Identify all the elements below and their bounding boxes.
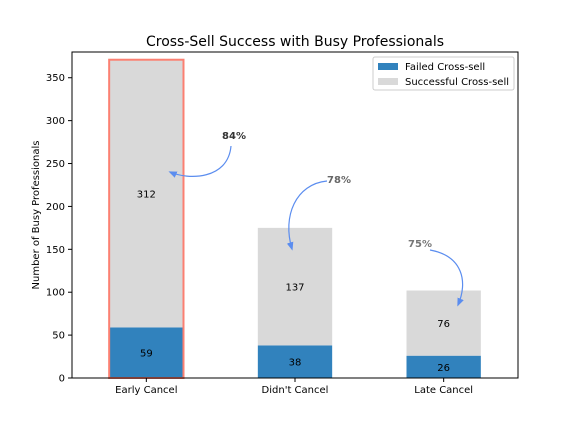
legend-label-1: Successful Cross-sell xyxy=(405,77,509,88)
y-tick-label: 0 xyxy=(59,374,65,385)
percent-annotation-2: 75% xyxy=(408,239,432,250)
y-tick-label: 150 xyxy=(46,245,65,256)
y-tick-label: 250 xyxy=(46,159,65,170)
x-tick-label-2: Late Cancel xyxy=(414,385,473,396)
x-tick-label-0: Early Cancel xyxy=(115,385,177,396)
bar-successful-0 xyxy=(109,59,184,328)
x-tick-label-1: Didn't Cancel xyxy=(262,385,329,396)
bar-successful-1 xyxy=(257,227,333,346)
bar-failed-0 xyxy=(109,327,184,378)
y-tick-label: 300 xyxy=(46,116,65,127)
legend: Failed Cross-sell Successful Cross-sell xyxy=(372,56,515,91)
data-label-failed-2: 26 xyxy=(437,363,450,374)
y-tick-label: 200 xyxy=(46,202,65,213)
annotation-arrow-1 xyxy=(286,180,328,251)
y-tick-label: 350 xyxy=(46,73,65,84)
y-tick-label: 100 xyxy=(46,288,65,299)
annotation-arrow-0 xyxy=(168,145,232,178)
plot-area: 59 312 38 137 26 76 0 50 100 150 200 250 300 350 Early… xyxy=(46,51,519,396)
data-label-failed-1: 38 xyxy=(289,358,302,369)
legend-swatch-1 xyxy=(378,78,398,85)
chart-title: Cross-Sell Success with Busy Professiona… xyxy=(146,34,444,50)
bar-failed-2 xyxy=(406,355,481,378)
bar-failed-1 xyxy=(257,345,333,378)
y-tick-label: 50 xyxy=(52,331,65,342)
annotation-layer: 84% 78% 75% xyxy=(168,131,464,307)
data-label-successful-1: 137 xyxy=(285,283,304,294)
data-label-successful-0: 312 xyxy=(137,190,156,201)
percent-annotation-0: 84% xyxy=(222,131,246,142)
y-axis-label: Number of Busy Professionals xyxy=(31,141,42,290)
percent-annotation-1: 78% xyxy=(327,175,351,186)
legend-label-0: Failed Cross-sell xyxy=(405,62,485,73)
legend-box xyxy=(372,56,515,91)
legend-swatch-0 xyxy=(378,63,398,70)
data-label-failed-0: 59 xyxy=(140,349,153,360)
annotation-arrow-2 xyxy=(429,249,464,307)
bar-successful-2 xyxy=(406,290,481,356)
data-label-successful-2: 76 xyxy=(437,319,450,330)
